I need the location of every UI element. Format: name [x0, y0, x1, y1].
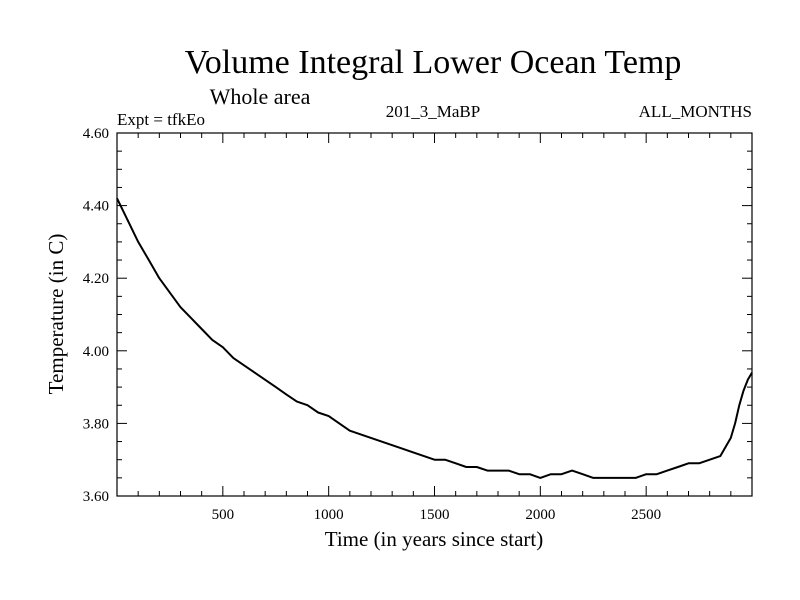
temperature-series-line — [116, 197, 753, 479]
x-tick-label: 2000 — [525, 507, 555, 523]
y-tick-label: 4.00 — [83, 344, 109, 360]
x-tick-label: 2500 — [631, 507, 661, 523]
y-tick-label: 3.80 — [83, 416, 109, 432]
y-axis-ticks: 3.60 3.80 4.00 4.20 4.40 4.60 — [83, 126, 752, 505]
x-axis-ticks: 500 1000 1500 2000 2500 — [137, 133, 732, 523]
x-axis-label: Time (in years since start) — [325, 527, 544, 551]
x-tick-label: 500 — [212, 507, 235, 523]
months-label: ALL_MONTHS — [639, 102, 752, 121]
y-axis-label: Temperature (in C) — [44, 234, 68, 395]
y-tick-label: 4.40 — [83, 199, 109, 215]
x-tick-label: 1500 — [420, 507, 450, 523]
y-tick-label: 4.20 — [83, 271, 109, 287]
experiment-label: Expt = tfkEo — [117, 110, 205, 129]
y-tick-label: 3.60 — [83, 489, 109, 505]
y-tick-label: 4.60 — [83, 126, 109, 142]
chart-subtitle: Whole area — [210, 84, 311, 109]
plot-frame — [116, 132, 753, 497]
x-tick-label: 1000 — [314, 507, 344, 523]
chart-title: Volume Integral Lower Ocean Temp — [185, 44, 682, 81]
run-label: 201_3_MaBP — [386, 102, 480, 121]
